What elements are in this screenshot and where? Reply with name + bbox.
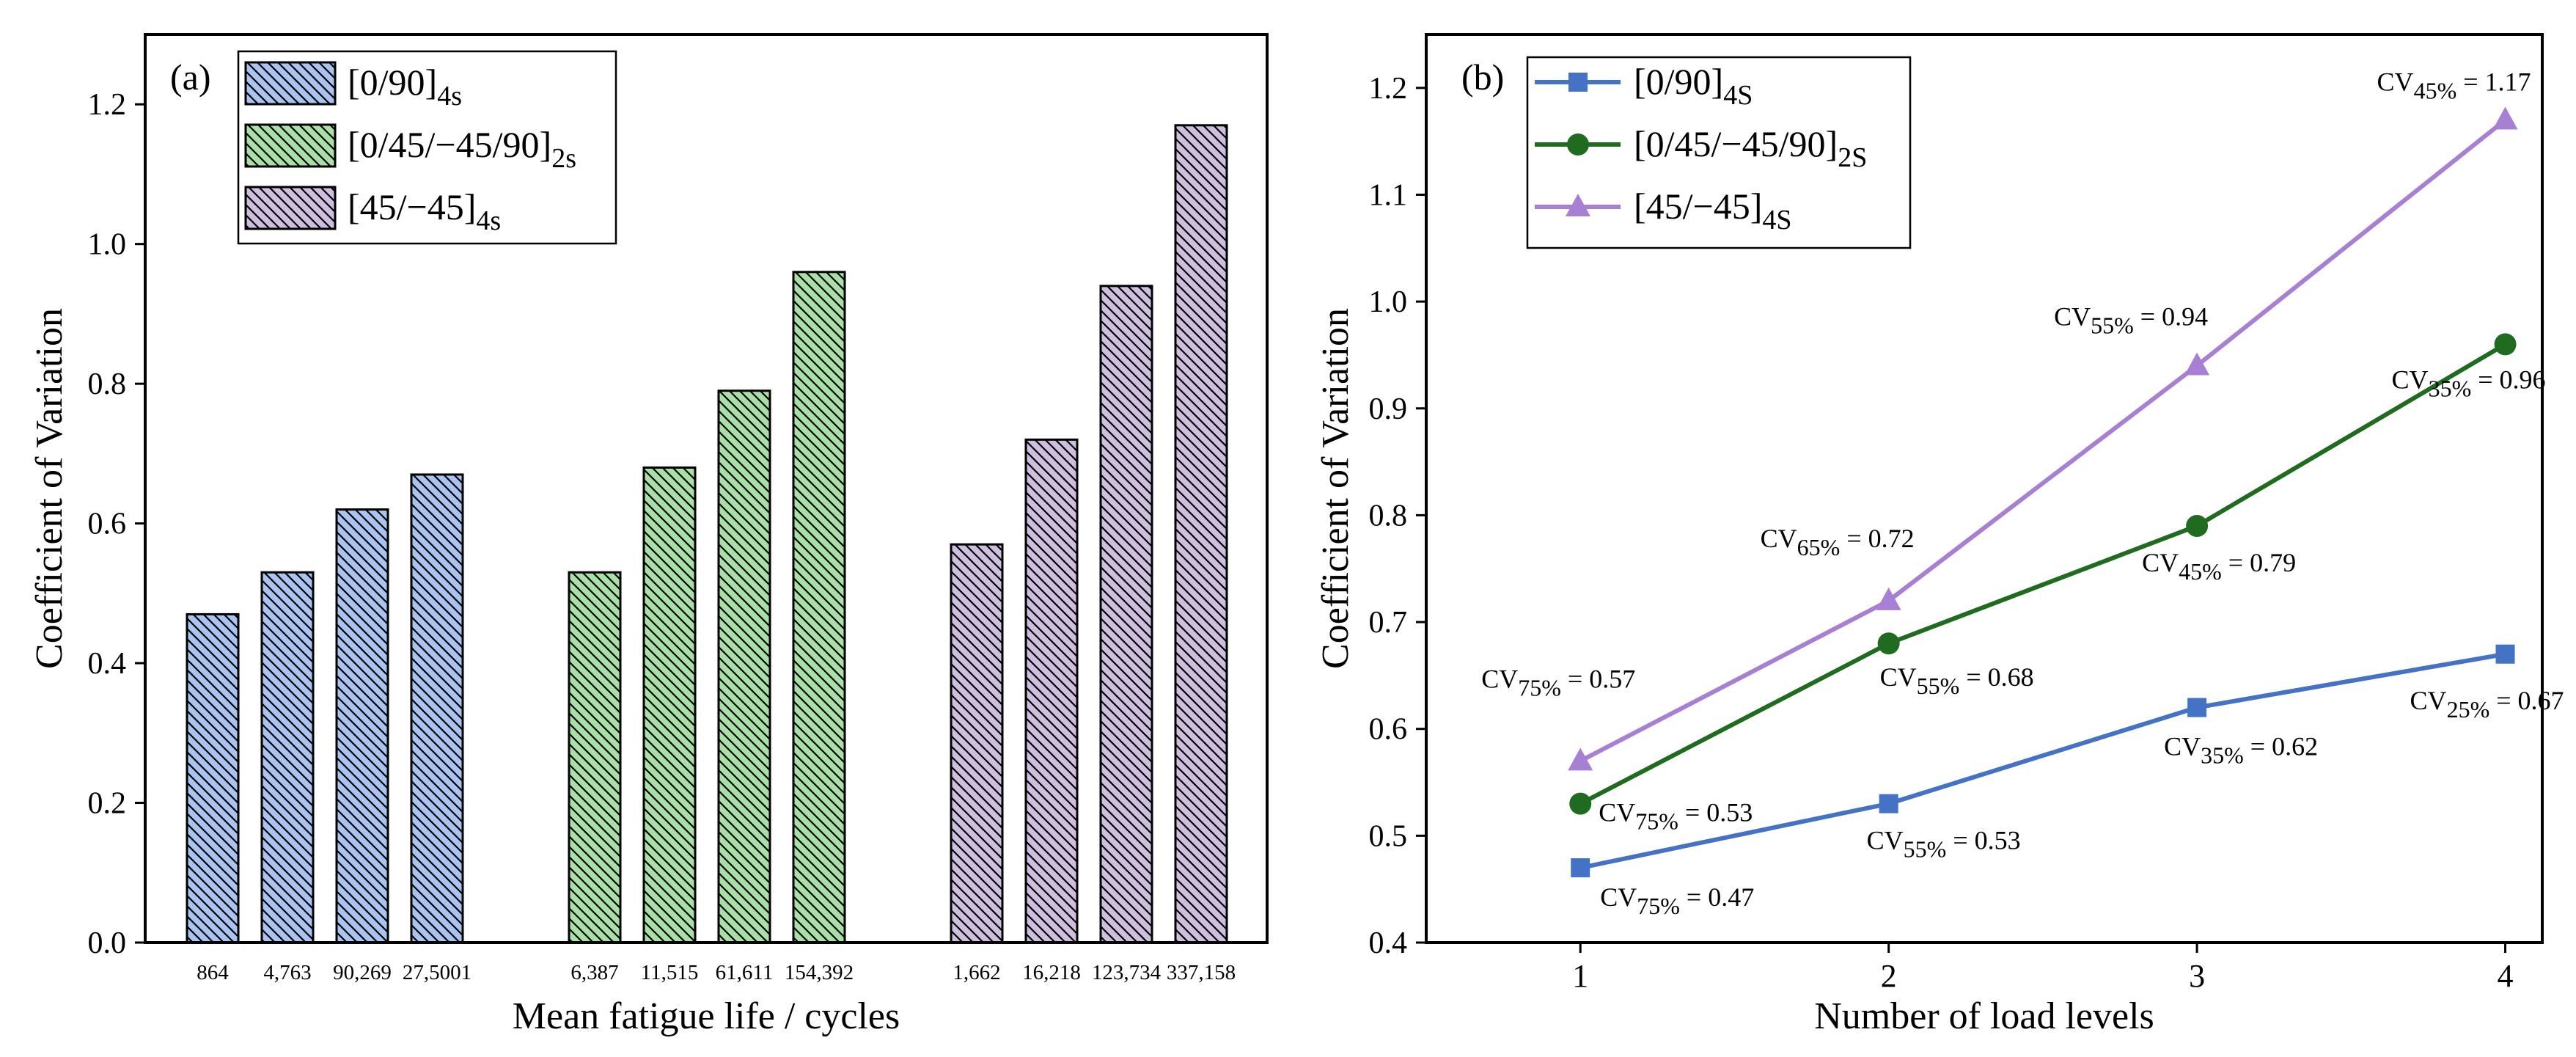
panel-label: (b) — [1461, 56, 1504, 98]
y-tick-label: 1.0 — [1369, 285, 1408, 319]
y-axis-label: Coefficient of Variation — [1315, 308, 1357, 669]
series-line — [1579, 651, 2506, 870]
x-tick-label: 61,611 — [716, 961, 774, 984]
legend: [0/90]4S [0/45/−45/90]2S [45/−45]4S — [1526, 56, 1912, 249]
series-line — [1579, 342, 2507, 806]
legend-swatch — [244, 61, 337, 106]
legend-label: [0/45/−45/90]2s — [348, 124, 576, 174]
legend-marker — [1567, 134, 1589, 156]
x-tick-label: 11,515 — [641, 961, 699, 984]
data-label: CV55% = 0.94 — [2054, 302, 2208, 339]
x-tick-label: 27,5001 — [403, 961, 471, 984]
data-point — [2495, 644, 2515, 664]
data-label: CV65% = 0.72 — [1761, 524, 1915, 560]
bar — [260, 571, 315, 944]
data-point — [1568, 747, 1593, 771]
legend-marker — [1568, 73, 1588, 92]
data-label: CV35% = 0.62 — [2164, 732, 2318, 769]
y-tick-label: 1.0 — [88, 228, 127, 262]
x-tick-label: 337,158 — [1167, 961, 1236, 984]
data-label: CV75% = 0.57 — [1481, 664, 1635, 701]
panel-b-line-chart: CV75% = 0.47 CV55% = 0.53 CV35% = 0.62 CV25… — [1315, 33, 2564, 1037]
legend-box — [1526, 56, 1912, 249]
data-point — [1879, 794, 1898, 813]
data-point — [2494, 333, 2517, 356]
series-line — [1579, 118, 2507, 764]
legend-label: [0/45/−45/90]2S — [1634, 123, 1867, 173]
legend: [0/90]4s [0/45/−45/90]2s [45/−45]4s — [237, 50, 617, 245]
bar — [335, 508, 389, 944]
y-tick-label: 0.8 — [88, 367, 127, 401]
bar — [1174, 124, 1228, 944]
y-tick-label: 1.1 — [1369, 178, 1408, 212]
y-tick-label: 0.8 — [1369, 499, 1408, 533]
data-label: CV75% = 0.53 — [1599, 798, 1753, 835]
x-tick-label: 6,387 — [570, 961, 618, 984]
x-tick-label: 3 — [2189, 958, 2205, 994]
y-tick-label: 1.2 — [88, 88, 127, 122]
data-label: CV55% = 0.68 — [1880, 662, 2034, 699]
y-tick-label: 0.5 — [1369, 819, 1408, 853]
x-tick-label: 864 — [197, 961, 229, 984]
plot-frame — [144, 33, 1269, 944]
legend-swatch — [244, 186, 337, 230]
data-point — [2184, 352, 2210, 376]
bar — [1024, 438, 1079, 944]
x-tick-label: 154,392 — [785, 961, 854, 984]
data-label: CV45% = 1.17 — [2377, 67, 2531, 104]
data-label: CV55% = 0.53 — [1867, 826, 2021, 863]
panel-a-bar-chart: 864 4,763 90,269 27,5001 6,387 11,515 61,611 15… — [29, 33, 1269, 1037]
legend-label: [45/−45]4s — [348, 186, 501, 236]
y-tick-label: 0.4 — [88, 647, 127, 681]
x-tick-label: 2 — [1881, 958, 1897, 994]
bar — [717, 389, 771, 944]
bar — [950, 543, 1004, 944]
plot-frame — [1425, 33, 2544, 944]
bar — [186, 612, 240, 944]
bar — [642, 466, 697, 944]
x-tick-label: 16,218 — [1022, 961, 1081, 984]
data-point — [1876, 587, 1901, 610]
panel-label: (a) — [170, 56, 211, 98]
x-tick-label: 90,269 — [333, 961, 392, 984]
data-label: CV75% = 0.47 — [1600, 882, 1754, 919]
y-tick-label: 0.6 — [88, 508, 127, 541]
data-point — [1571, 858, 1590, 878]
y-tick-label: 0.4 — [1369, 926, 1408, 960]
data-label: CV45% = 0.79 — [2142, 548, 2296, 585]
data-point — [1877, 632, 1900, 655]
y-axis-label: Coefficient of Variation — [29, 308, 70, 669]
x-axis-label: Mean fatigue life / cycles — [513, 995, 900, 1037]
bar — [792, 271, 846, 944]
x-tick-label: 1,662 — [953, 961, 1000, 984]
y-tick-label: 0.9 — [1369, 392, 1408, 426]
x-axis-label: Number of load levels — [1814, 995, 2154, 1037]
legend-label: [0/90]4S — [1634, 61, 1753, 111]
data-point — [2187, 698, 2207, 717]
y-tick-label: 0.6 — [1369, 713, 1408, 747]
data-point — [1569, 792, 1592, 815]
x-tick-label: 1 — [1572, 958, 1588, 994]
y-tick-label: 0.7 — [1369, 606, 1408, 640]
bar — [1099, 285, 1153, 944]
legend-label: [0/90]4s — [348, 62, 462, 111]
data-label: CV35% = 0.96 — [2392, 365, 2546, 401]
y-tick-label: 0.0 — [88, 926, 127, 960]
x-tick-label: 123,734 — [1092, 961, 1162, 984]
bar — [568, 571, 622, 944]
legend-marker — [1566, 194, 1590, 216]
y-tick-label: 1.2 — [1369, 72, 1408, 106]
data-point — [2492, 106, 2518, 130]
legend-label: [45/−45]4S — [1634, 186, 1792, 235]
x-tick-label: 4 — [2498, 958, 2514, 994]
legend-swatch — [244, 123, 337, 168]
data-point — [2186, 514, 2209, 537]
y-tick-label: 0.2 — [88, 787, 127, 821]
x-tick-label: 4,763 — [263, 961, 311, 984]
data-label: CV25% = 0.67 — [2410, 686, 2564, 723]
bar — [410, 473, 464, 944]
